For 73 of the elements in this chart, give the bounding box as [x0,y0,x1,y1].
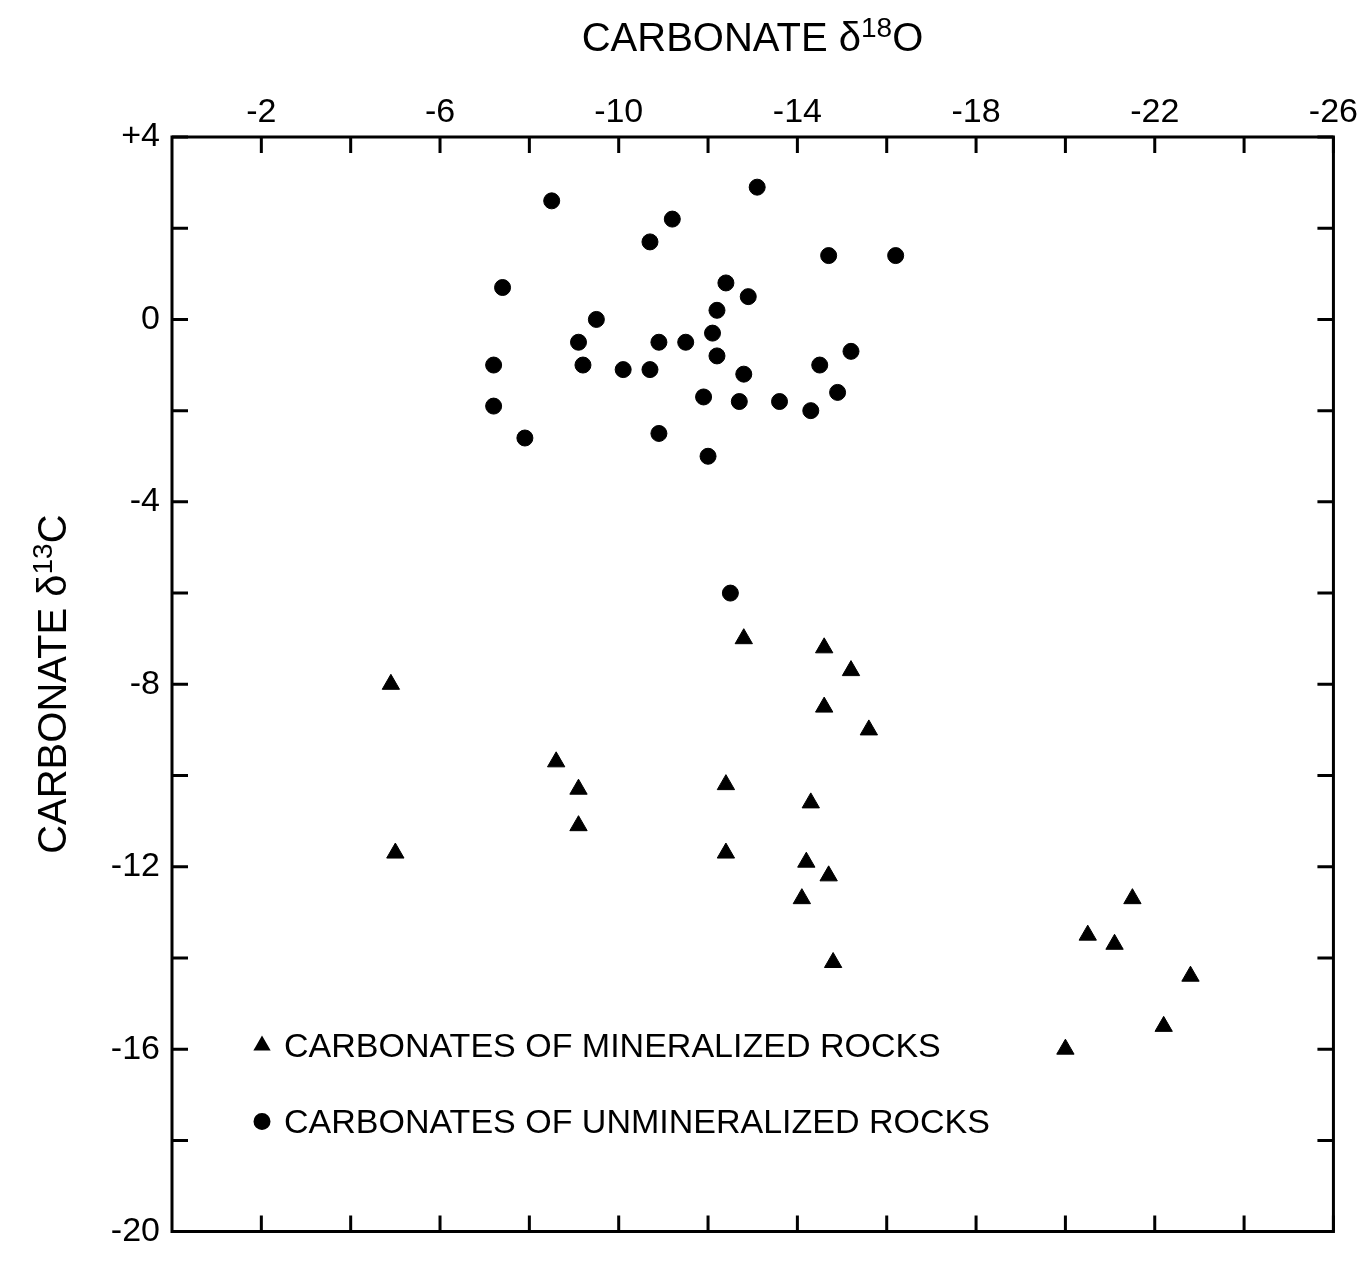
point [841,660,861,677]
point [699,447,717,465]
x-tick-label: -18 [951,90,1001,129]
legend-label: CARBONATES OF UNMINERALIZED ROCKS [284,1101,990,1140]
point [641,361,659,379]
point [708,301,726,319]
point [717,274,735,292]
point [641,233,659,251]
point [748,178,766,196]
point [543,192,561,210]
point [663,210,681,228]
y-tick-label: -16 [110,1027,160,1066]
point [716,842,736,859]
y-tick-label: -8 [129,662,160,701]
point [730,393,748,411]
point [485,356,503,374]
point [1154,1015,1173,1032]
point [485,397,503,415]
point [820,247,838,265]
x-axis-title: CARBONATE δ$^{18}$O [581,12,924,61]
x-tick-label: -26 [1308,90,1358,129]
point [829,383,847,401]
point [823,952,843,969]
x-tick-label: -14 [772,90,822,129]
point [739,288,757,306]
point [887,247,905,265]
point [574,356,592,374]
x-tick-label: -10 [594,90,644,129]
point [650,424,668,442]
x-tick-label: -6 [424,90,456,129]
point [569,778,588,795]
point [815,637,834,654]
y-tick-label: -20 [110,1209,160,1248]
point [1105,933,1124,950]
point [547,751,566,768]
point [771,393,789,411]
point [721,584,739,602]
point [381,673,401,690]
point [859,719,879,736]
point [1181,965,1200,982]
point [704,324,722,342]
y-tick-label: -4 [129,480,160,519]
point [716,774,736,791]
point [1078,924,1097,941]
point [842,342,860,360]
legend-label: CARBONATES OF MINERALIZED ROCKS [284,1025,941,1064]
point [797,851,816,868]
point [815,696,834,713]
x-tick-label: -22 [1130,90,1180,129]
point [792,888,812,905]
x-tick-label: -2 [246,90,277,129]
point [570,333,587,351]
point [614,361,632,379]
point [677,333,695,351]
point [811,356,829,374]
point [801,792,820,809]
point [587,310,605,328]
y-tick-label: 0 [141,297,160,336]
point [1123,888,1142,905]
point [1056,1038,1075,1055]
point [386,842,405,859]
point [569,815,588,832]
point [819,865,838,882]
point [802,402,820,420]
y-tick-label: +4 [121,115,160,154]
point [695,388,713,406]
point [516,429,534,447]
point [735,365,753,383]
point [708,347,726,365]
point [650,333,668,351]
point [494,279,512,297]
y-tick-label: -12 [110,845,160,884]
point [734,628,753,645]
